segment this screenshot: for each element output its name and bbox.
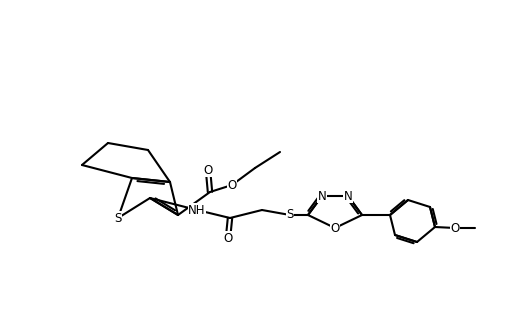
Text: S: S	[286, 209, 294, 222]
Text: N: N	[343, 190, 352, 203]
Text: S: S	[114, 212, 122, 224]
Text: N: N	[318, 190, 326, 203]
Text: O: O	[330, 222, 340, 234]
Text: NH: NH	[188, 204, 206, 216]
Text: O: O	[227, 178, 237, 192]
Text: O: O	[223, 232, 233, 244]
Text: O: O	[450, 222, 459, 234]
Text: O: O	[204, 164, 212, 176]
